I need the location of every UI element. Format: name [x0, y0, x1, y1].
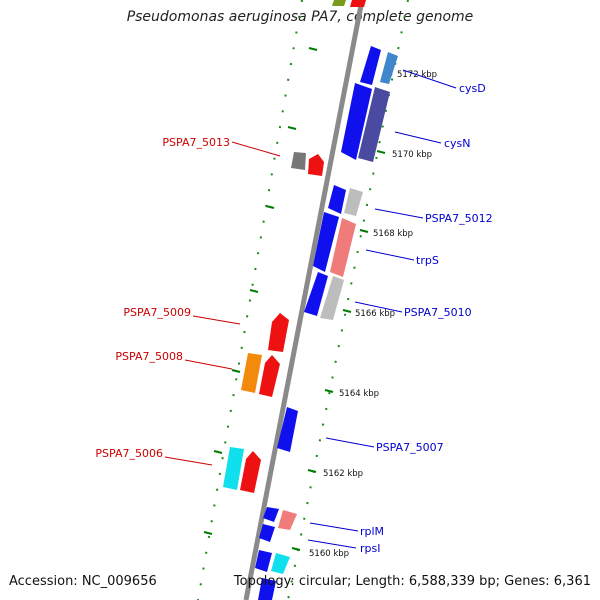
- accession-text: Accession: NC_009656: [9, 574, 157, 589]
- label-leader-line: [164, 456, 213, 466]
- gene-label[interactable]: cysD: [459, 82, 486, 95]
- gene-label[interactable]: PSPA7_5008: [115, 350, 183, 363]
- gene-arrow[interactable]: [291, 152, 306, 170]
- label-leader-line: [307, 539, 357, 549]
- label-leader-line: [354, 301, 403, 313]
- scale-tick-label: 5166 kbp: [355, 309, 395, 319]
- gene-arrow[interactable]: [263, 507, 279, 522]
- label-leader-line: [231, 141, 281, 157]
- label-leader-line: [374, 208, 424, 219]
- gene-arrow[interactable]: [320, 276, 344, 320]
- gene-label[interactable]: PSPA7_5012: [425, 212, 493, 225]
- gene-arrow[interactable]: [271, 553, 290, 574]
- inner-tick-track: [287, 0, 409, 600]
- label-leader-line: [192, 315, 241, 325]
- gene-arrow[interactable]: [313, 212, 339, 272]
- gene-arrow[interactable]: [350, 0, 366, 7]
- gene-arrow[interactable]: [308, 154, 324, 176]
- gene-arrow[interactable]: [330, 218, 356, 277]
- label-leader-line: [402, 69, 457, 89]
- gene-arrow[interactable]: [360, 46, 381, 85]
- scale-tick-label: 5170 kbp: [392, 150, 432, 160]
- gene-label[interactable]: cysN: [444, 137, 471, 150]
- gene-label[interactable]: rpsI: [360, 542, 380, 555]
- label-leader-line: [184, 359, 233, 370]
- gene-arrow[interactable]: [259, 524, 275, 542]
- outer-tick-track: [197, 0, 303, 600]
- gene-arrow[interactable]: [304, 272, 328, 316]
- gene-arrow[interactable]: [277, 407, 298, 452]
- label-leader-line: [325, 437, 375, 448]
- scale-tick-label: 5168 kbp: [373, 229, 413, 239]
- gene-arrow[interactable]: [255, 550, 272, 572]
- gene-arrow[interactable]: [332, 0, 346, 6]
- genome-stats-text: Topology: circular; Length: 6,588,339 bp…: [233, 574, 591, 589]
- gene-arrow[interactable]: [278, 510, 297, 530]
- gene-label[interactable]: PSPA7_5007: [376, 441, 444, 454]
- gene-arrow[interactable]: [380, 52, 398, 84]
- major-ticks: [203, 47, 393, 551]
- gene-label[interactable]: rplM: [360, 525, 384, 538]
- gene-arrow[interactable]: [268, 313, 289, 352]
- gene-arrow[interactable]: [344, 188, 363, 216]
- gene-label[interactable]: PSPA7_5009: [123, 306, 191, 319]
- gene-label[interactable]: trpS: [416, 254, 439, 267]
- scale-tick-label: 5160 kbp: [309, 549, 349, 559]
- label-leader-line: [309, 522, 359, 532]
- label-leader-line: [365, 249, 415, 261]
- label-leader-line: [394, 131, 442, 144]
- scale-tick-label: 5164 kbp: [339, 389, 379, 399]
- gene-arrow[interactable]: [328, 185, 346, 214]
- gene-arrow[interactable]: [223, 447, 244, 490]
- scale-tick-label: 5162 kbp: [323, 469, 363, 479]
- genome-backbone: [243, 0, 365, 600]
- gene-arrow[interactable]: [341, 83, 372, 160]
- gene-arrow[interactable]: [258, 578, 276, 600]
- gene-arrow[interactable]: [240, 451, 261, 493]
- gene-arrow[interactable]: [259, 355, 280, 397]
- gene-label[interactable]: PSPA7_5013: [162, 136, 230, 149]
- gene-arrow[interactable]: [358, 87, 390, 162]
- gene-label[interactable]: PSPA7_5010: [404, 306, 472, 319]
- gene-label[interactable]: PSPA7_5006: [95, 447, 163, 460]
- gene-arrow[interactable]: [241, 353, 262, 393]
